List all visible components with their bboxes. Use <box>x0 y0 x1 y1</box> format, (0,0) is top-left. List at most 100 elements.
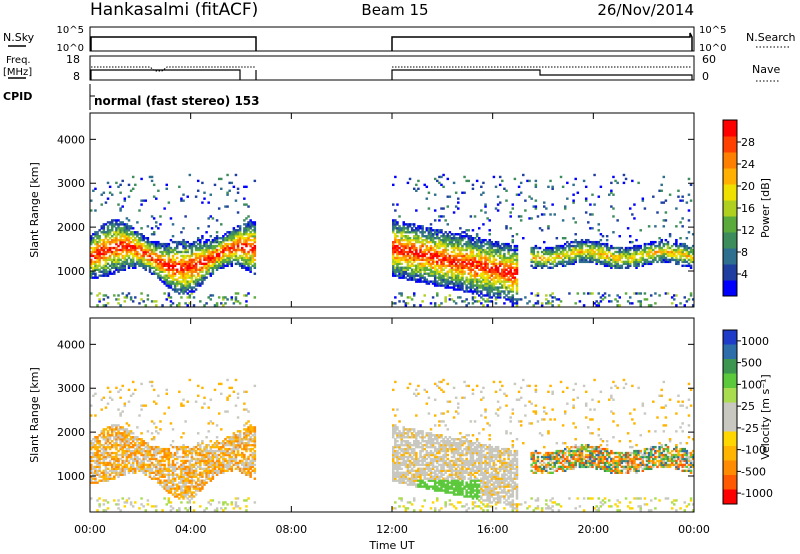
power-cell <box>125 233 129 236</box>
power-cell <box>125 252 129 256</box>
power-cell <box>94 250 97 254</box>
power-cell <box>222 235 225 238</box>
power-cell <box>408 256 412 260</box>
velocity-cell <box>155 426 158 429</box>
velocity-cell <box>146 430 150 433</box>
power-cell <box>209 252 213 256</box>
velocity-cell <box>106 438 110 441</box>
power-cell <box>431 233 435 236</box>
power-cell <box>482 276 485 279</box>
power-cell <box>543 262 546 266</box>
power-cell <box>601 294 605 297</box>
power-cell <box>675 250 678 254</box>
velocity-cell <box>115 428 118 431</box>
power-cell <box>639 304 642 307</box>
power-cell <box>106 258 110 262</box>
velocity-cell <box>115 434 118 437</box>
velocity-cell <box>175 467 179 471</box>
power-cell <box>488 240 491 244</box>
power-cell <box>679 248 682 252</box>
velocity-cell <box>171 477 175 480</box>
velocity-cell <box>157 471 160 474</box>
velocity-cell <box>148 469 152 473</box>
power-cell <box>637 292 640 295</box>
power-cell <box>92 270 95 273</box>
power-cell <box>549 213 552 216</box>
power-cell <box>670 302 674 305</box>
velocity-cell <box>142 459 145 463</box>
velocity-cell <box>152 447 156 451</box>
power-cell <box>436 270 439 273</box>
power-cell <box>398 229 401 232</box>
power-cell <box>228 250 231 254</box>
power-cell <box>408 274 412 277</box>
power-cell <box>626 227 630 230</box>
power-cell <box>251 254 254 258</box>
velocity-cell <box>163 412 166 415</box>
power-cell <box>123 246 127 250</box>
power-cell <box>406 227 410 230</box>
power-cell <box>666 242 670 246</box>
power-cell <box>427 246 431 250</box>
power-cell <box>433 284 437 287</box>
power-cell <box>408 242 412 246</box>
power-cell <box>102 223 106 226</box>
velocity-cell <box>169 453 173 457</box>
power-cell <box>444 236 447 240</box>
power-cell <box>505 278 508 281</box>
power-cell <box>194 240 198 244</box>
velocity-cell <box>121 461 124 465</box>
power-cell <box>471 302 475 305</box>
velocity-cell <box>106 436 110 439</box>
power-cell <box>532 250 536 254</box>
velocity-cell <box>127 400 131 403</box>
power-cell <box>423 238 426 242</box>
power-cell <box>224 248 227 252</box>
velocity-cell <box>196 485 200 488</box>
velocity-cell <box>90 477 93 480</box>
power-cell <box>457 233 460 236</box>
power-cell <box>438 282 441 285</box>
power-cell <box>209 260 213 264</box>
velocity-cell <box>138 457 141 461</box>
power-cell <box>589 227 592 230</box>
velocity-cell <box>155 467 158 471</box>
velocity-cell <box>163 481 166 484</box>
power-cell <box>515 304 519 307</box>
power-cell <box>589 292 592 295</box>
velocity-cell <box>125 499 129 502</box>
power-cell <box>140 236 143 240</box>
power-cell <box>685 254 689 258</box>
power-cell <box>647 260 651 264</box>
power-cell <box>194 262 198 266</box>
velocity-cell <box>150 420 154 423</box>
power-cell <box>536 250 540 254</box>
power-cell <box>593 242 596 246</box>
power-cell <box>226 262 229 266</box>
power-cell <box>587 221 590 224</box>
power-cell <box>96 231 99 234</box>
power-cell <box>511 284 515 287</box>
power-cell <box>649 250 653 254</box>
power-cell <box>488 219 491 222</box>
power-cell <box>507 292 510 295</box>
power-cell <box>601 235 605 238</box>
power-cell <box>106 240 110 244</box>
power-cell <box>511 288 515 291</box>
power-cell <box>563 205 567 208</box>
power-cell <box>104 270 108 273</box>
power-cell <box>429 238 433 242</box>
velocity-cell <box>182 479 185 482</box>
power-cell <box>121 179 124 183</box>
power-cell <box>446 256 450 260</box>
power-cell <box>182 246 185 250</box>
power-cell <box>582 240 586 244</box>
power-cell <box>664 238 668 242</box>
velocity-cell <box>146 447 150 451</box>
power-cell <box>563 254 567 258</box>
power-cell <box>136 238 139 242</box>
power-cell <box>117 238 120 242</box>
power-cell <box>190 272 194 275</box>
power-cell <box>211 254 215 258</box>
power-cell <box>433 244 437 248</box>
